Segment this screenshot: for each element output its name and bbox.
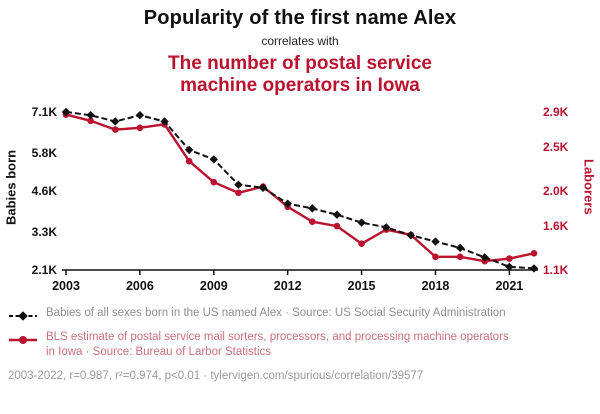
stats-and-source-footer: 2003-2022, r=0.987, r²=0.974, p<0.01 · t… (8, 369, 424, 382)
svg-text:2003: 2003 (52, 279, 80, 293)
chart-header: Popularity of the first name Alex correl… (0, 0, 600, 98)
svg-text:1.6K: 1.6K (543, 219, 569, 233)
page-title: Popularity of the first name Alex (143, 7, 457, 29)
red-solid-circle-legend-icon (9, 335, 37, 344)
legend-label-laborers: BLS estimate of postal service mail sort… (46, 330, 509, 359)
svg-text:2.1K: 2.1K (32, 263, 58, 277)
svg-text:2015: 2015 (348, 279, 376, 293)
svg-text:2006: 2006 (126, 279, 154, 293)
legend-row-laborers: BLS estimate of postal service mail sort… (8, 330, 592, 361)
svg-text:2012: 2012 (274, 279, 302, 293)
svg-text:2.5K: 2.5K (543, 140, 569, 154)
svg-text:2009: 2009 (200, 279, 228, 293)
svg-text:5.8K: 5.8K (32, 146, 58, 160)
black-dashed-diamond-legend-icon (9, 311, 37, 321)
svg-text:2018: 2018 (422, 279, 450, 293)
svg-text:3.3K: 3.3K (32, 225, 58, 239)
svg-text:7.1K: 7.1K (32, 105, 58, 119)
legend: Babies of all sexes born in the US named… (0, 300, 600, 361)
correlation-line-chart: 2003 2006 2009 2012 2015 2018 2021 7.1K 5.8K 4.6K… (32, 105, 569, 293)
correlates-with-label: correlates with (261, 34, 339, 48)
svg-text:1.1K: 1.1K (543, 263, 569, 277)
svg-text:2021: 2021 (495, 279, 523, 293)
right-axis-title: Laborers (581, 158, 597, 215)
svg-text:2.0K: 2.0K (543, 184, 569, 198)
svg-text:2.9K: 2.9K (543, 105, 569, 119)
legend-row-babies: Babies of all sexes born in the US named… (8, 306, 592, 323)
correlated-variable-title: The number of postal service machine ope… (168, 53, 432, 97)
chart-area: Babies born 2003 2006 2009 2012 2015 2018 2021… (0, 100, 600, 300)
svg-text:4.6K: 4.6K (32, 184, 58, 198)
legend-label-babies: Babies of all sexes born in the US named… (46, 306, 506, 319)
